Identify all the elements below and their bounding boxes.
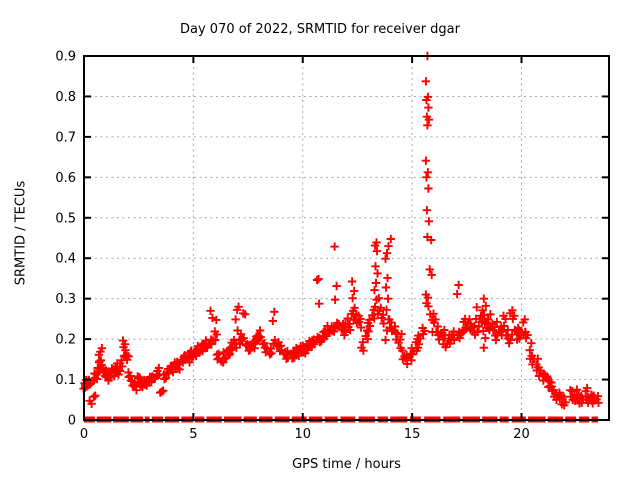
x-tick-label: 0 [80,427,88,442]
y-tick-label: 0.4 [55,252,76,267]
x-tick-label: 20 [513,427,530,442]
y-tick-label: 0.1 [55,373,76,388]
x-tick-labels: 0 5 10 15 20 [80,427,530,442]
y-tick-label: 0.8 [55,90,76,105]
grid-lines [84,56,609,420]
x-tick-label: 5 [189,427,197,442]
y-tick-label: 0.5 [55,211,76,226]
y-tick-label: 0.9 [55,50,76,65]
x-tick-label: 15 [404,427,421,442]
y-tick-label: 0.7 [55,130,76,145]
chart-title: Day 070 of 2022, SRMTID for receiver dga… [180,22,460,37]
y-tick-label: 0.3 [55,292,76,307]
y-tick-label: 0.2 [55,333,76,348]
axis-ticks [83,55,609,421]
data-points [79,51,603,410]
x-axis-label: GPS time / hours [292,457,401,472]
y-tick-labels: 0 0.1 0.2 0.3 0.4 0.5 0.6 0.7 0.8 0.9 [55,50,76,429]
y-tick-label: 0 [68,414,76,429]
x-tick-label: 10 [294,427,311,442]
plot-frame [83,55,610,421]
y-axis-label: SRMTID / TECUs [13,180,29,286]
y-tick-label: 0.6 [55,171,76,186]
